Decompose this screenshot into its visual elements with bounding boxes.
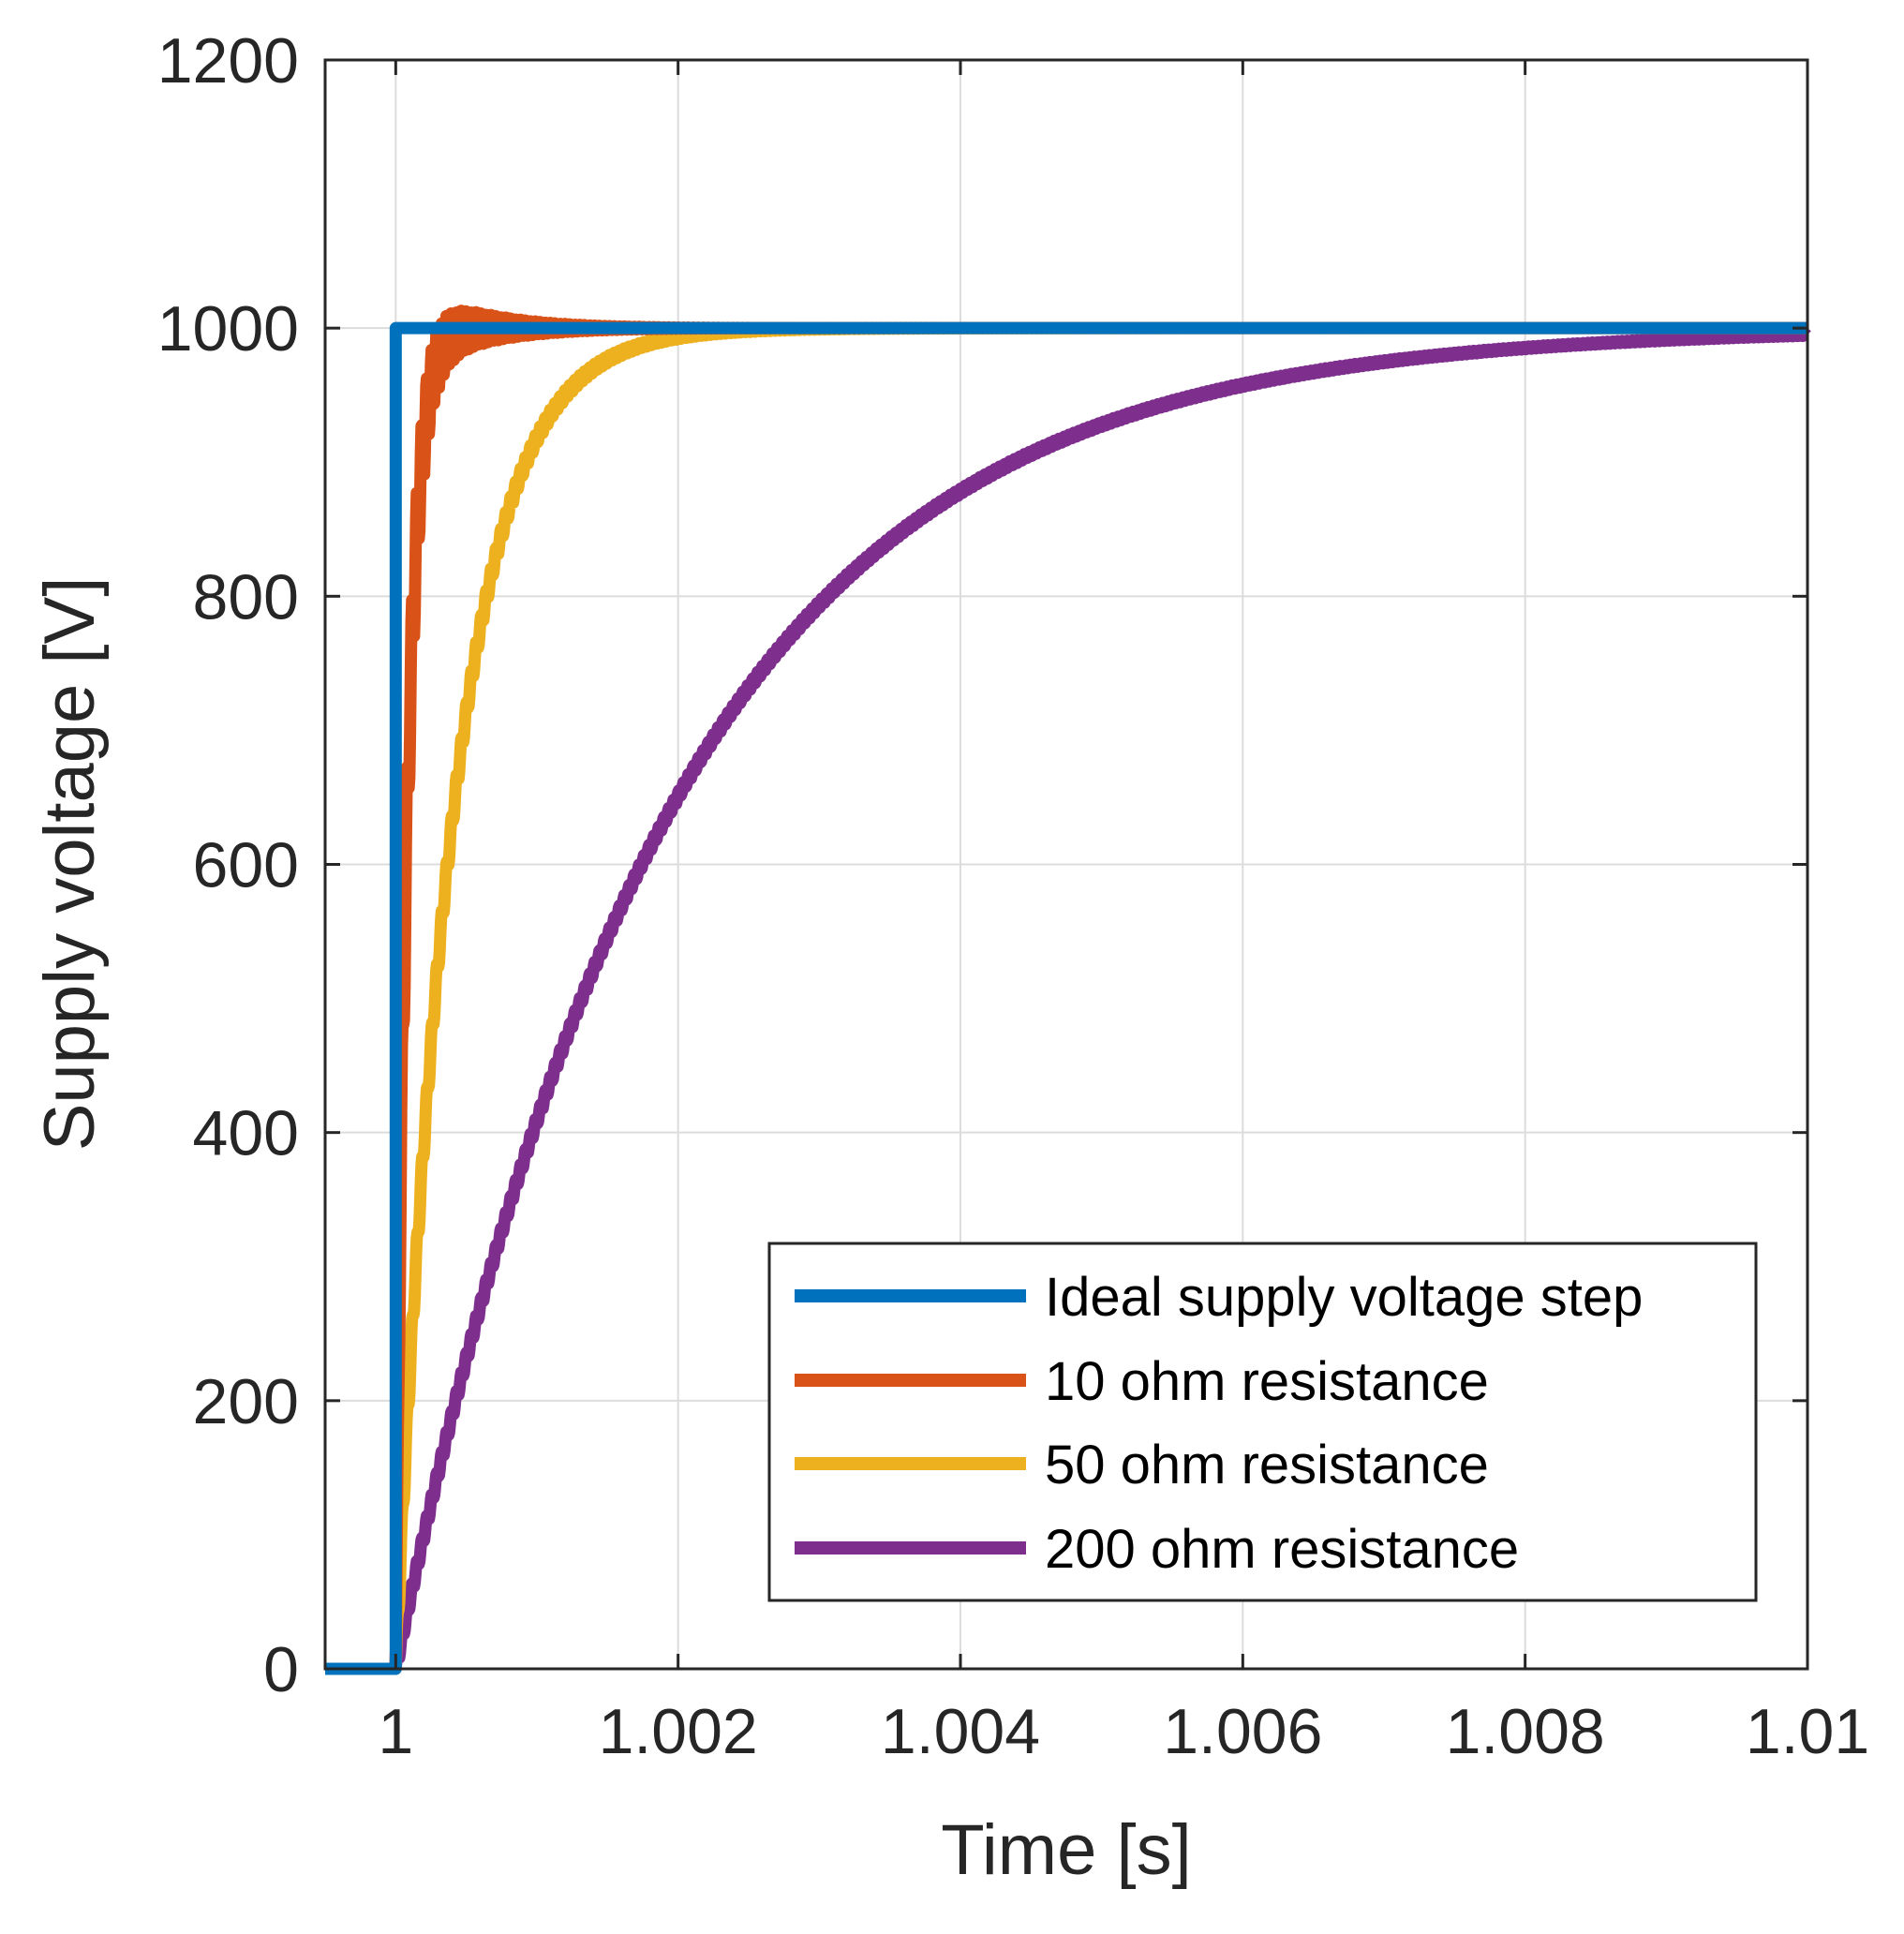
- y-tick-label: 800: [193, 561, 299, 632]
- tick-labels: 1 1.002 1.004 1.006 1.008 1.01 0 200 400 600 800 10…: [157, 25, 1869, 1767]
- legend-label-200ohm: 200 ohm resistance: [1045, 1519, 1519, 1580]
- y-tick-label: 400: [193, 1098, 299, 1169]
- x-axis-title: Time [s]: [941, 1810, 1191, 1890]
- y-tick-label: 200: [193, 1366, 299, 1437]
- legend-label-ideal: Ideal supply voltage step: [1045, 1267, 1643, 1328]
- y-axis-title: Supply voltage [V]: [30, 577, 110, 1152]
- legend-label-50ohm: 50 ohm resistance: [1045, 1435, 1489, 1495]
- x-tick-label: 1.008: [1446, 1696, 1605, 1767]
- series-layer: [320, 305, 1813, 1675]
- x-tick-label: 1.01: [1746, 1696, 1869, 1767]
- x-tick-label: 1.006: [1163, 1696, 1322, 1767]
- legend-box: [767, 1242, 1758, 1602]
- y-tick-label: 0: [263, 1634, 299, 1705]
- x-tick-label: 1: [378, 1696, 413, 1767]
- x-tick-label: 1.004: [881, 1696, 1040, 1767]
- y-tick-label: 1000: [157, 293, 299, 364]
- x-tick-label: 1.002: [599, 1696, 758, 1767]
- legend: Ideal supply voltage step 10 ohm resista…: [767, 1242, 1758, 1602]
- y-tick-label: 600: [193, 830, 299, 901]
- legend-label-10ohm: 10 ohm resistance: [1045, 1351, 1489, 1412]
- y-tick-label: 1200: [157, 25, 299, 97]
- series-line-200ohm: [320, 328, 1813, 1675]
- axis-ticks: [325, 58, 1809, 1671]
